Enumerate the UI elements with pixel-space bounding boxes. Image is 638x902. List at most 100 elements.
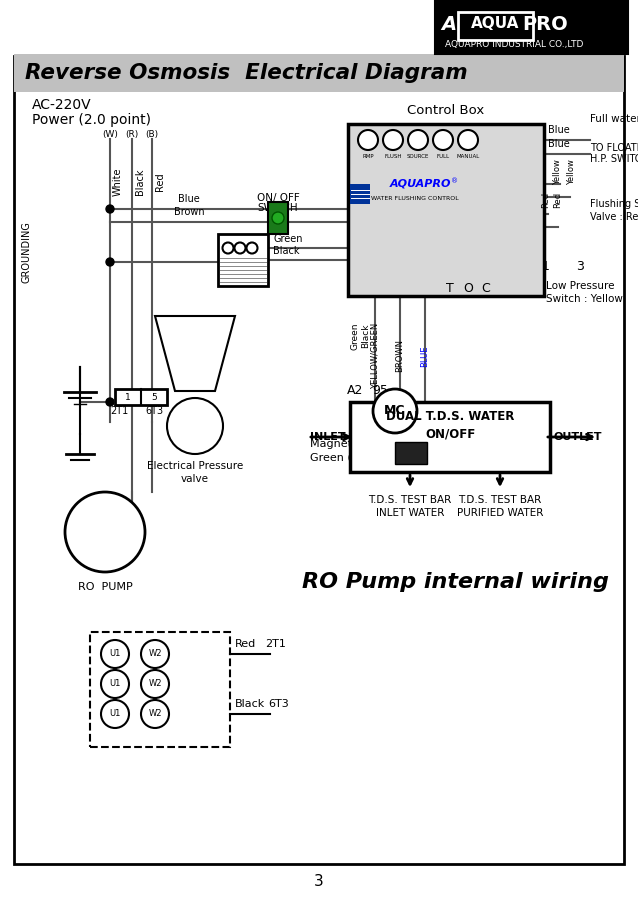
Bar <box>348 124 544 296</box>
Text: FLUSH: FLUSH <box>384 153 402 159</box>
Text: 2T1: 2T1 <box>110 406 128 416</box>
Text: GROUNDING: GROUNDING <box>21 221 31 283</box>
Text: Control Box: Control Box <box>408 105 485 117</box>
Circle shape <box>106 205 114 213</box>
Text: MC: MC <box>384 404 406 418</box>
Text: Yellow: Yellow <box>567 159 577 185</box>
Text: U1: U1 <box>109 710 121 719</box>
Circle shape <box>106 398 114 406</box>
Circle shape <box>272 212 284 224</box>
Text: (B): (B) <box>145 130 159 139</box>
Bar <box>435 0 628 54</box>
Text: 1: 1 <box>125 392 131 401</box>
Text: 6T3: 6T3 <box>145 406 163 416</box>
Text: (R): (R) <box>126 130 138 139</box>
Text: Brown: Brown <box>174 207 204 217</box>
Text: SOURCE: SOURCE <box>407 153 429 159</box>
Text: AQUAPRO: AQUAPRO <box>389 179 451 189</box>
Text: INLET WATER: INLET WATER <box>376 508 444 518</box>
Text: INLET: INLET <box>310 432 346 442</box>
Circle shape <box>101 670 129 698</box>
Text: Blue: Blue <box>548 139 570 149</box>
Text: W2: W2 <box>148 649 162 658</box>
Text: Red: Red <box>235 639 256 649</box>
Text: O: O <box>463 281 473 294</box>
Bar <box>268 202 288 234</box>
Text: 2T1: 2T1 <box>265 639 286 649</box>
Text: White: White <box>113 168 123 197</box>
Text: W2: W2 <box>148 710 162 719</box>
Text: Electrical Pressure: Electrical Pressure <box>147 461 243 471</box>
Circle shape <box>167 398 223 454</box>
Text: YELLOW/GREEN: YELLOW/GREEN <box>371 323 380 389</box>
Text: PRO: PRO <box>522 14 568 33</box>
Circle shape <box>358 130 378 150</box>
Text: T: T <box>446 281 454 294</box>
Circle shape <box>223 243 234 253</box>
Bar <box>14 54 624 92</box>
Text: Black: Black <box>362 324 371 348</box>
Text: Blue: Blue <box>548 125 570 135</box>
Circle shape <box>101 700 129 728</box>
Circle shape <box>373 389 417 433</box>
Text: Power (2.0 point): Power (2.0 point) <box>32 113 151 127</box>
Text: RO Pump internal wiring: RO Pump internal wiring <box>302 572 609 592</box>
Circle shape <box>433 130 453 150</box>
Bar <box>350 184 370 204</box>
Bar <box>14 56 624 864</box>
Text: ON/OFF: ON/OFF <box>425 428 475 440</box>
Text: FULL: FULL <box>436 153 450 159</box>
Text: 3: 3 <box>314 875 324 889</box>
Circle shape <box>106 258 114 266</box>
Text: Full water switch: Full water switch <box>590 114 638 124</box>
Text: ®: ® <box>452 178 459 184</box>
Bar <box>218 234 268 286</box>
Text: AQUA: AQUA <box>471 16 519 32</box>
Text: Low Pressure: Low Pressure <box>546 281 614 291</box>
Polygon shape <box>155 316 235 391</box>
Circle shape <box>65 492 145 572</box>
Text: Red: Red <box>155 172 165 191</box>
Circle shape <box>101 640 129 668</box>
Text: Black: Black <box>235 699 265 709</box>
Text: 95: 95 <box>372 384 388 398</box>
Circle shape <box>141 640 169 668</box>
Circle shape <box>458 130 478 150</box>
Text: T.D.S. TEST BAR: T.D.S. TEST BAR <box>458 495 542 505</box>
Text: 1: 1 <box>542 260 550 272</box>
Text: WATER FLUSHING CONTROL: WATER FLUSHING CONTROL <box>371 197 459 201</box>
Text: Yellow: Yellow <box>554 159 563 185</box>
Text: Green: Green <box>350 322 359 350</box>
Circle shape <box>141 700 169 728</box>
Circle shape <box>141 670 169 698</box>
Text: OUTLET: OUTLET <box>554 432 602 442</box>
Circle shape <box>246 243 258 253</box>
Text: Red: Red <box>554 192 563 208</box>
Text: U1: U1 <box>109 649 121 658</box>
Text: Switch : Yellow: Switch : Yellow <box>546 294 623 304</box>
Text: Blue: Blue <box>178 194 200 204</box>
Text: A2: A2 <box>347 384 363 398</box>
Text: BROWN: BROWN <box>396 339 404 373</box>
Text: MANUAL: MANUAL <box>456 153 480 159</box>
Text: SWITCH: SWITCH <box>258 203 299 213</box>
Text: AQUAPRO INDUSTRIAL CO.,LTD: AQUAPRO INDUSTRIAL CO.,LTD <box>445 41 583 50</box>
Bar <box>90 632 230 747</box>
Text: H.P. SWITCH: H.P. SWITCH <box>590 154 638 164</box>
Text: Magnetic  Switch :: Magnetic Switch : <box>310 439 412 449</box>
Text: W2: W2 <box>148 679 162 688</box>
Text: TO FLOATING /: TO FLOATING / <box>590 143 638 153</box>
Text: RO  PUMP: RO PUMP <box>78 582 132 592</box>
Text: 3: 3 <box>576 260 584 272</box>
Bar <box>115 389 167 405</box>
Text: Red: Red <box>542 192 551 208</box>
Circle shape <box>383 130 403 150</box>
Text: Black: Black <box>135 169 145 195</box>
Text: U1: U1 <box>109 679 121 688</box>
Text: (W): (W) <box>102 130 118 139</box>
Text: Green: Green <box>273 234 302 244</box>
Text: DUAL T.D.S. WATER: DUAL T.D.S. WATER <box>386 410 514 424</box>
Bar <box>458 12 533 40</box>
Text: Reverse Osmosis  Electrical Diagram: Reverse Osmosis Electrical Diagram <box>25 63 468 83</box>
Text: Valve : Red: Valve : Red <box>590 212 638 222</box>
